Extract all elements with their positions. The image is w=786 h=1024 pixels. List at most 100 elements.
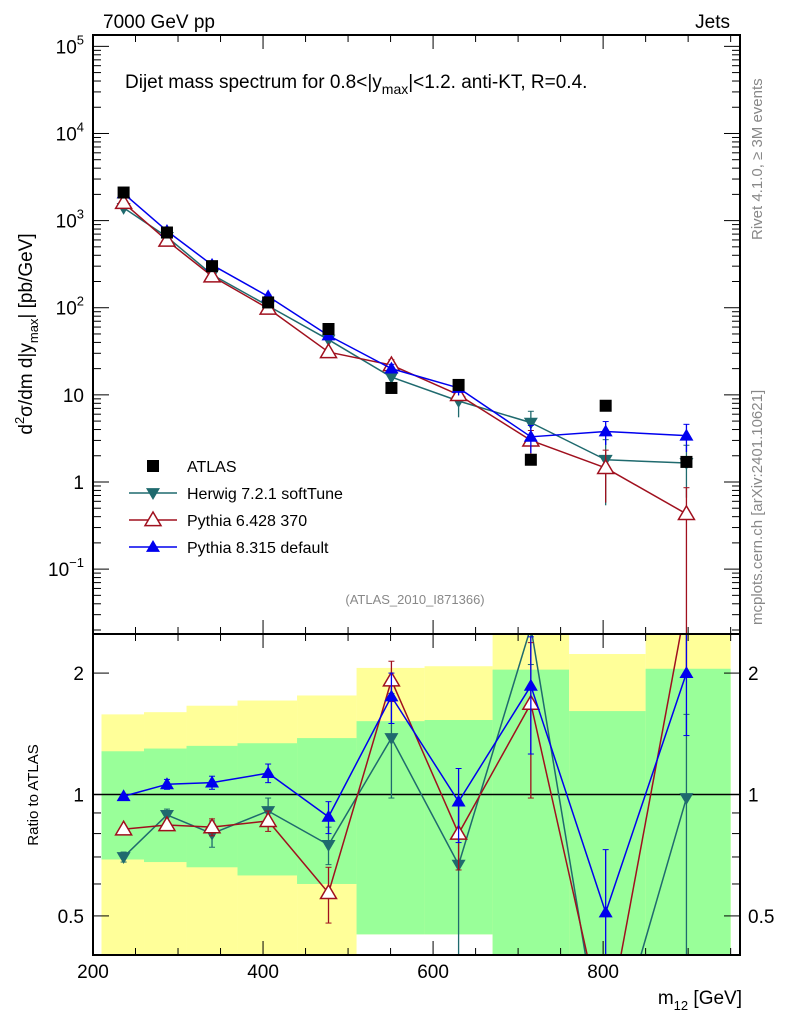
series-line-pythia6 xyxy=(530,439,606,469)
legend-label-atlas: ATLAS xyxy=(187,459,237,476)
series-line-pythia8 xyxy=(530,430,606,438)
legend-item-herwig: Herwig 7.2.1 softTune xyxy=(129,486,343,503)
series-line-herwig xyxy=(605,458,687,464)
ratio-y-tick-label: 0.5 xyxy=(58,907,84,928)
ratio-point-pythia6 xyxy=(258,811,278,828)
ratio-y-label: Ratio to ATLAS xyxy=(25,744,42,845)
analysis-id: (ATLAS_2010_I871366) xyxy=(345,592,484,607)
ratio-panel-data xyxy=(114,633,694,956)
ratio-line-pythia8 xyxy=(390,696,460,803)
ratio-point-pythia8 xyxy=(321,809,336,822)
ratio-line-herwig xyxy=(390,737,460,866)
ratio-point-pythia6 xyxy=(319,883,338,900)
uncertainty-band-inner xyxy=(144,748,187,863)
ratio-line-pythia6 xyxy=(123,824,168,831)
y-tick-label: 105 xyxy=(56,32,84,58)
data-point-atlas xyxy=(524,453,537,466)
data-point-atlas xyxy=(599,399,612,412)
legend-item-atlas: ATLAS xyxy=(147,459,237,476)
data-point-pythia6 xyxy=(157,231,177,247)
ratio-line-pythia6 xyxy=(211,820,269,828)
ratio-point-pythia8 xyxy=(451,794,466,807)
legend-label-herwig: Herwig 7.2.1 softTune xyxy=(187,486,343,503)
series-line-pythia8 xyxy=(328,334,392,370)
data-point-pythia6 xyxy=(202,266,222,283)
ratio-y-tick-label: 1 xyxy=(73,786,84,807)
series-line-herwig xyxy=(530,421,607,461)
ratio-line-pythia6 xyxy=(390,679,460,834)
data-point-atlas xyxy=(117,186,130,199)
header-left: 7000 GeV pp xyxy=(103,12,215,33)
ratio-point-pythia8 xyxy=(523,678,538,691)
ratio-point-pythia6 xyxy=(157,815,177,832)
data-point-atlas xyxy=(262,296,275,309)
y-tick-label: 103 xyxy=(56,207,84,233)
legend-marker-pythia8 xyxy=(146,540,160,552)
ratio-line-pythia8 xyxy=(267,772,329,818)
ratio-line-herwig xyxy=(267,810,329,846)
y-tick-label: 104 xyxy=(56,119,84,145)
ratio-line-pythia6 xyxy=(457,703,532,834)
uncertainty-band-inner xyxy=(356,721,425,935)
y-tick-label: 10 xyxy=(63,386,84,407)
data-point-pythia8 xyxy=(523,429,538,442)
ratio-line-pythia8 xyxy=(123,783,168,797)
ratio-line-herwig xyxy=(123,814,168,858)
ratio-point-herwig xyxy=(384,733,399,746)
data-point-atlas xyxy=(160,226,173,239)
ratio-point-pythia8 xyxy=(116,789,131,802)
series-line-pythia6 xyxy=(605,467,687,515)
ratio-point-pythia8 xyxy=(598,905,613,918)
ratio-frame xyxy=(92,633,741,956)
ratio-line-pythia8 xyxy=(166,781,213,786)
uncertainty-band-inner xyxy=(101,751,145,860)
x-tick-label: 400 xyxy=(247,962,279,983)
series-line-herwig xyxy=(211,273,269,307)
ratio-line-pythia6 xyxy=(267,820,330,894)
uncertainty-band-inner xyxy=(186,745,238,868)
legend-marker-herwig xyxy=(146,488,160,500)
ratio-line-pythia6 xyxy=(166,824,213,828)
ratio-point-pythia8 xyxy=(205,775,220,788)
data-point-atlas xyxy=(385,381,398,394)
series-line-pythia8 xyxy=(458,387,532,438)
data-point-atlas xyxy=(452,378,465,391)
ratio-line-pythia8 xyxy=(604,672,688,913)
legend-marker-pythia6 xyxy=(143,510,163,527)
uncertainty-band-inner xyxy=(569,711,646,955)
series-line-pythia8 xyxy=(605,430,687,437)
series-line-pythia8 xyxy=(166,230,213,266)
x-tick-label: 600 xyxy=(417,962,449,983)
data-point-atlas xyxy=(680,455,693,468)
ratio-line-herwig xyxy=(531,633,587,956)
ratio-line-pythia6 xyxy=(530,703,588,956)
series-line-pythia8 xyxy=(211,264,269,298)
ratio-point-pythia6 xyxy=(202,817,222,834)
y-tick-label: 102 xyxy=(56,294,84,320)
legend-item-pythia8: Pythia 8.315 default xyxy=(129,540,329,557)
x-tick-label: 200 xyxy=(77,962,109,983)
ratio-point-pythia8 xyxy=(261,766,276,778)
legend-item-pythia6: Pythia 6.428 370 xyxy=(129,510,307,530)
ratio-point-herwig xyxy=(321,839,336,852)
x-tick-label: 800 xyxy=(587,962,619,983)
ratio-line-pythia8 xyxy=(457,685,532,803)
rivet-version-label: Rivet 4.1.0, ≥ 3M events xyxy=(749,78,766,240)
legend-label-pythia8: Pythia 8.315 default xyxy=(187,540,329,557)
ratio-line-herwig xyxy=(457,633,530,865)
series-line-herwig xyxy=(267,305,329,341)
data-point-pythia6 xyxy=(677,504,696,521)
ratio-y-tick-label-right: 2 xyxy=(748,664,759,685)
series-line-herwig xyxy=(391,376,459,402)
ratio-line-herwig xyxy=(640,797,688,956)
ratio-point-pythia8 xyxy=(384,689,399,702)
series-line-pythia6 xyxy=(391,364,459,396)
ratio-point-herwig xyxy=(116,852,131,864)
data-point-pythia6 xyxy=(114,193,133,210)
data-point-pythia8 xyxy=(679,428,694,441)
series-line-pythia8 xyxy=(391,367,459,389)
data-point-herwig xyxy=(384,372,399,385)
x-axis-label: m12 [GeV] xyxy=(658,988,742,1013)
ratio-point-pythia6 xyxy=(114,819,133,836)
